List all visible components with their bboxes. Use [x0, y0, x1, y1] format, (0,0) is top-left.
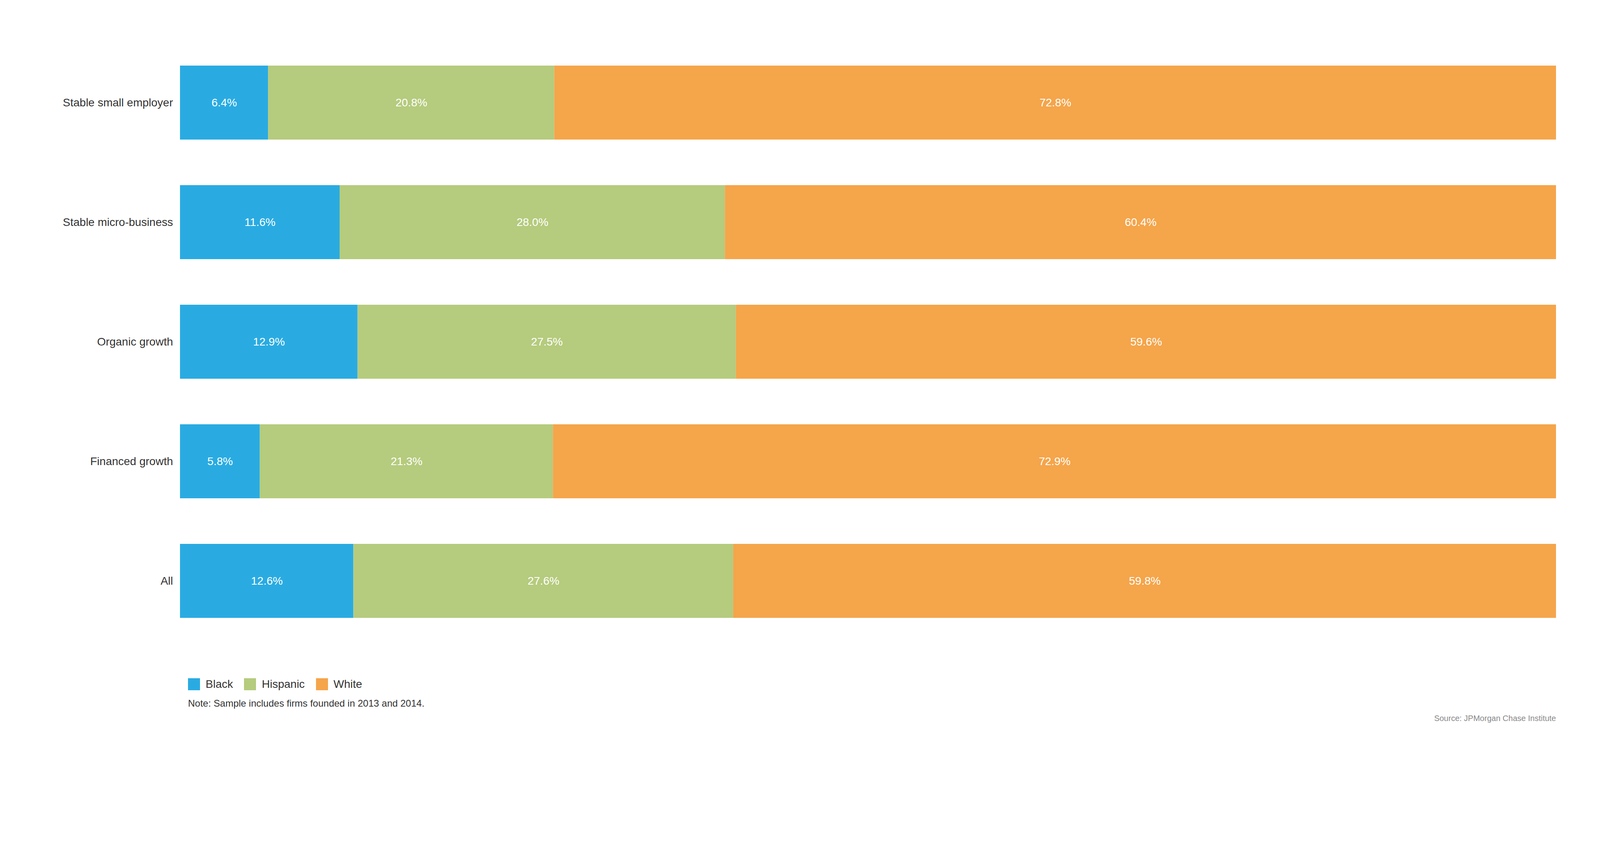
html-text:White: White — [333, 677, 363, 691]
html-text:Hispanic: Hispanic — [261, 677, 305, 691]
svg-text:72.9%: 72.9% — [1038, 455, 1071, 468]
html-text:Source: JPMorgan Chase Institu: Source: JPMorgan Chase Institute — [1434, 714, 1556, 723]
svg-text:59.6%: 59.6% — [1130, 335, 1162, 348]
svg-text:Stable small employer: Stable small employer — [62, 96, 173, 109]
svg-text:All: All — [160, 574, 173, 588]
svg-text:20.8%: 20.8% — [395, 96, 428, 109]
svg-text:27.5%: 27.5% — [531, 335, 563, 348]
svg-text:Organic growth: Organic growth — [97, 335, 174, 348]
svg-text:12.6%: 12.6% — [251, 574, 283, 588]
svg-text:Financed growth: Financed growth — [90, 455, 173, 468]
svg-text:28.0%: 28.0% — [516, 216, 548, 229]
svg-text:72.8%: 72.8% — [1039, 96, 1072, 109]
svg-text:59.8%: 59.8% — [1128, 574, 1161, 588]
svg-text:60.4%: 60.4% — [1124, 216, 1157, 229]
svg-text:21.3%: 21.3% — [390, 455, 423, 468]
html-text:Black: Black — [205, 677, 233, 691]
svg-text:11.6%: 11.6% — [244, 216, 276, 229]
html-text:Note: Sample includes firms fo: Note: Sample includes firms founded in 2… — [188, 698, 425, 709]
svg-text:5.8%: 5.8% — [207, 455, 233, 468]
svg-text:Stable micro-business: Stable micro-business — [62, 216, 173, 229]
svg-text:6.4%: 6.4% — [211, 96, 238, 109]
svg-text:27.6%: 27.6% — [527, 574, 560, 588]
svg-text:12.9%: 12.9% — [253, 335, 285, 348]
